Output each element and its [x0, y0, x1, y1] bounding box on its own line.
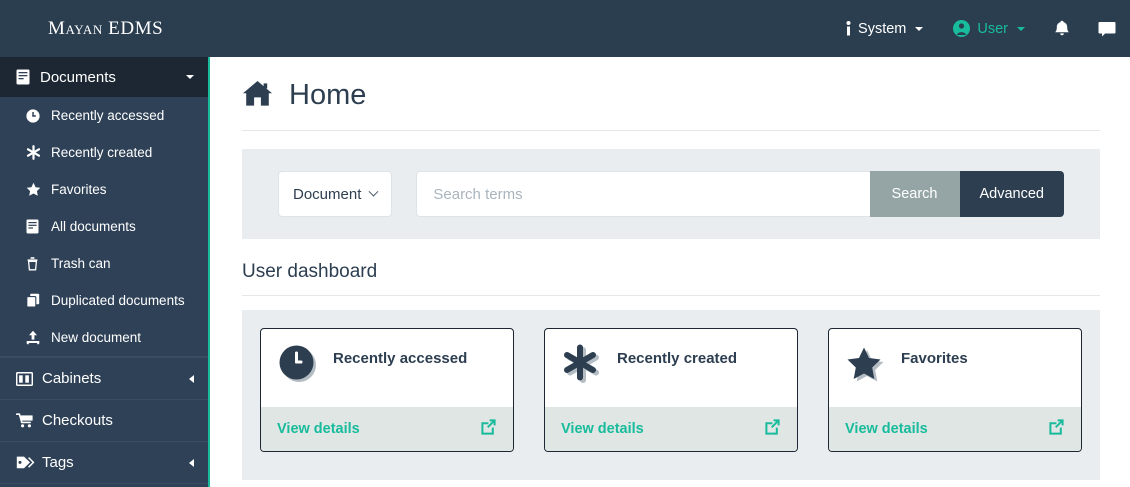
sidebar-item-duplicated-documents[interactable]: Duplicated documents [0, 282, 208, 319]
navbar-right-group: System User [831, 0, 1130, 57]
chevron-left-icon[interactable] [189, 374, 194, 383]
asterisk-icon [561, 343, 603, 385]
clock-icon [26, 108, 51, 123]
nav-notifications-button[interactable] [1040, 0, 1084, 57]
external-link-icon [480, 418, 497, 440]
nav-system-label: System [858, 20, 907, 37]
sidebar-item-label: Tags [42, 454, 74, 471]
dashboard-card-recently-accessed[interactable]: Recently accessed View details [260, 328, 514, 452]
top-navbar: Mayan EDMS System User [0, 0, 1130, 57]
sidebar-item-recently-accessed[interactable]: Recently accessed [0, 97, 208, 134]
sidebar-item-recently-created[interactable]: Recently created [0, 134, 208, 171]
external-link-icon [764, 418, 781, 440]
search-scope-select[interactable]: Document [278, 171, 393, 217]
chevron-left-icon[interactable] [189, 458, 194, 467]
chevron-down-icon [368, 186, 379, 197]
card-link-label: View details [277, 421, 360, 437]
sidebar-item-all-documents[interactable]: All documents [0, 208, 208, 245]
sidebar-sub-list: Recently accessed Recently created [0, 97, 208, 356]
nav-messages-button[interactable] [1084, 0, 1130, 57]
asterisk-icon [26, 145, 51, 160]
chevron-down-icon [1017, 26, 1025, 31]
sidebar-item-favorites[interactable]: Favorites [0, 171, 208, 208]
nav-user-menu[interactable]: User [938, 0, 1040, 57]
card-title: Recently created [617, 350, 738, 367]
sidebar-item-label: Checkouts [42, 412, 113, 429]
sidebar-item-tags[interactable]: Tags [0, 441, 208, 483]
sidebar-item-label: Recently accessed [51, 108, 165, 123]
sidebar-item-label: Recently created [51, 145, 153, 160]
chevron-down-icon[interactable] [186, 75, 194, 79]
sidebar-item-label: Trash can [51, 256, 111, 271]
book-icon [16, 69, 40, 85]
card-footer-link[interactable]: View details [261, 407, 513, 451]
info-icon [846, 20, 851, 37]
home-icon [242, 80, 273, 112]
sidebar-group-documents[interactable]: Documents [0, 57, 208, 97]
dashboard-section-title: User dashboard [242, 261, 1100, 296]
sidebar-divider-bottom [0, 483, 208, 484]
card-body: Favorites [829, 329, 1081, 407]
advanced-search-button[interactable]: Advanced [959, 171, 1064, 217]
card-title: Favorites [901, 350, 968, 367]
card-body: Recently created [545, 329, 797, 407]
comment-icon [1098, 21, 1116, 37]
chevron-down-icon [915, 26, 924, 31]
sidebar-item-label: Duplicated documents [51, 293, 185, 308]
card-link-label: View details [561, 421, 644, 437]
star-icon [26, 182, 51, 197]
trash-icon [26, 256, 51, 271]
search-scope-value: Document [293, 185, 362, 203]
copy-icon [26, 293, 51, 308]
search-panel: Document Search Advanced [242, 149, 1100, 239]
card-body: Recently accessed [261, 329, 513, 407]
book-icon [26, 219, 51, 234]
upload-icon [26, 330, 51, 345]
sidebar-item-label: Favorites [51, 182, 107, 197]
sidebar: Documents Recently accessed [0, 57, 210, 487]
sidebar-item-new-document[interactable]: New document [0, 319, 208, 356]
sidebar-item-label: All documents [51, 219, 136, 234]
sidebar-item-trash-can[interactable]: Trash can [0, 245, 208, 282]
sidebar-group-label: Documents [40, 68, 116, 86]
nav-user-label: User [977, 20, 1008, 37]
dashboard-card-favorites[interactable]: Favorites View details [828, 328, 1082, 452]
card-link-label: View details [845, 421, 928, 437]
nav-system-menu[interactable]: System [831, 0, 938, 57]
brand-logo[interactable]: Mayan EDMS [48, 17, 164, 39]
clock-icon [277, 343, 319, 385]
sidebar-item-checkouts[interactable]: Checkouts [0, 399, 208, 441]
columns-icon [16, 371, 42, 386]
card-footer-link[interactable]: View details [545, 407, 797, 451]
cart-icon [16, 413, 42, 428]
sidebar-item-label: Cabinets [42, 370, 102, 387]
search-button[interactable]: Search [869, 171, 960, 217]
search-input[interactable] [416, 171, 870, 217]
sidebar-divider [0, 356, 208, 357]
card-footer-link[interactable]: View details [829, 407, 1081, 451]
card-title: Recently accessed [333, 350, 468, 367]
dashboard-card-recently-created[interactable]: Recently created View details [544, 328, 798, 452]
user-circle-icon [953, 20, 971, 37]
dashboard-cards: Recently accessed View details [242, 310, 1100, 480]
sidebar-item-label: New document [51, 330, 142, 345]
star-icon [845, 343, 887, 385]
tags-icon [16, 455, 42, 470]
main-content: Home Document Search Advanced User dashb… [212, 57, 1130, 487]
sidebar-item-cabinets[interactable]: Cabinets [0, 357, 208, 399]
page-header: Home [242, 57, 1100, 131]
page-title: Home [289, 79, 367, 111]
bell-icon [1054, 20, 1070, 37]
external-link-icon [1048, 418, 1065, 440]
